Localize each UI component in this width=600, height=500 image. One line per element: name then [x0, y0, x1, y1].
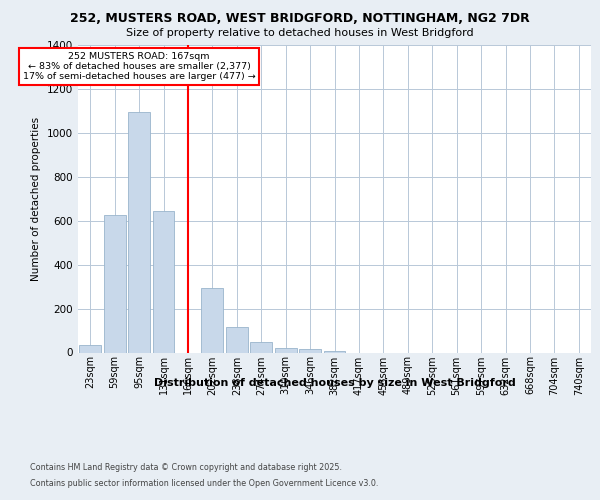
Text: Distribution of detached houses by size in West Bridgford: Distribution of detached houses by size … — [154, 378, 515, 388]
Text: 252, MUSTERS ROAD, WEST BRIDGFORD, NOTTINGHAM, NG2 7DR: 252, MUSTERS ROAD, WEST BRIDGFORD, NOTTI… — [70, 12, 530, 26]
Text: Contains public sector information licensed under the Open Government Licence v3: Contains public sector information licen… — [30, 478, 379, 488]
Bar — [128, 112, 150, 352]
Text: Contains HM Land Registry data © Crown copyright and database right 2025.: Contains HM Land Registry data © Crown c… — [30, 464, 342, 472]
Text: Size of property relative to detached houses in West Bridgford: Size of property relative to detached ho… — [126, 28, 474, 38]
Y-axis label: Number of detached properties: Number of detached properties — [31, 116, 41, 281]
Bar — [202, 288, 223, 352]
Bar — [104, 215, 125, 352]
Bar — [250, 342, 272, 352]
Bar — [79, 345, 101, 352]
Text: 252 MUSTERS ROAD: 167sqm
← 83% of detached houses are smaller (2,377)
17% of sem: 252 MUSTERS ROAD: 167sqm ← 83% of detach… — [23, 52, 256, 82]
Bar — [152, 211, 175, 352]
Bar — [299, 349, 321, 352]
Bar — [226, 327, 248, 352]
Bar — [275, 348, 296, 352]
